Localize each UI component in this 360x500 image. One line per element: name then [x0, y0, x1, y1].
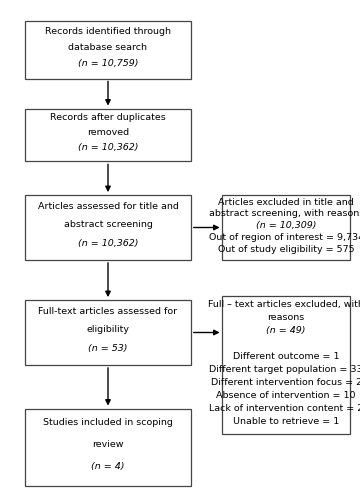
Text: (n = 10,759): (n = 10,759) — [78, 60, 138, 68]
Text: database search: database search — [68, 43, 148, 52]
Text: Studies included in scoping: Studies included in scoping — [43, 418, 173, 426]
Text: abstract screening, with reasons: abstract screening, with reasons — [208, 210, 360, 218]
FancyBboxPatch shape — [222, 296, 350, 434]
Text: Different intervention focus = 2: Different intervention focus = 2 — [211, 378, 360, 387]
Text: removed: removed — [87, 128, 129, 138]
Text: abstract screening: abstract screening — [64, 220, 152, 229]
Text: (n = 4): (n = 4) — [91, 462, 125, 471]
Text: Articles assessed for title and: Articles assessed for title and — [37, 202, 179, 210]
Text: Different target population = 33: Different target population = 33 — [210, 365, 360, 374]
FancyBboxPatch shape — [25, 109, 191, 161]
FancyBboxPatch shape — [25, 409, 191, 486]
Text: Records identified through: Records identified through — [45, 26, 171, 36]
Text: (n = 10,362): (n = 10,362) — [78, 144, 138, 152]
Text: review: review — [92, 440, 124, 448]
FancyBboxPatch shape — [25, 300, 191, 365]
Text: Out of study eligibility = 575: Out of study eligibility = 575 — [218, 245, 355, 254]
Text: eligibility: eligibility — [86, 325, 130, 334]
Text: Records after duplicates: Records after duplicates — [50, 114, 166, 122]
Text: (n = 10,309): (n = 10,309) — [256, 221, 316, 230]
FancyBboxPatch shape — [222, 195, 350, 260]
Text: reasons: reasons — [267, 312, 305, 322]
FancyBboxPatch shape — [25, 195, 191, 260]
Text: Unable to retrieve = 1: Unable to retrieve = 1 — [233, 418, 339, 426]
Text: (n = 10,362): (n = 10,362) — [78, 239, 138, 248]
Text: Full – text articles excluded, with: Full – text articles excluded, with — [208, 300, 360, 308]
Text: Different outcome = 1: Different outcome = 1 — [233, 352, 339, 361]
FancyBboxPatch shape — [25, 21, 191, 78]
Text: Full-text articles assessed for: Full-text articles assessed for — [39, 306, 177, 316]
Text: (n = 53): (n = 53) — [88, 344, 128, 353]
Text: Absence of intervention = 10: Absence of intervention = 10 — [216, 392, 356, 400]
Text: Lack of intervention content = 2: Lack of intervention content = 2 — [209, 404, 360, 413]
Text: Articles excluded in title and: Articles excluded in title and — [218, 198, 354, 206]
Text: (n = 49): (n = 49) — [266, 326, 306, 335]
Text: Out of region of interest = 9,734: Out of region of interest = 9,734 — [209, 233, 360, 242]
